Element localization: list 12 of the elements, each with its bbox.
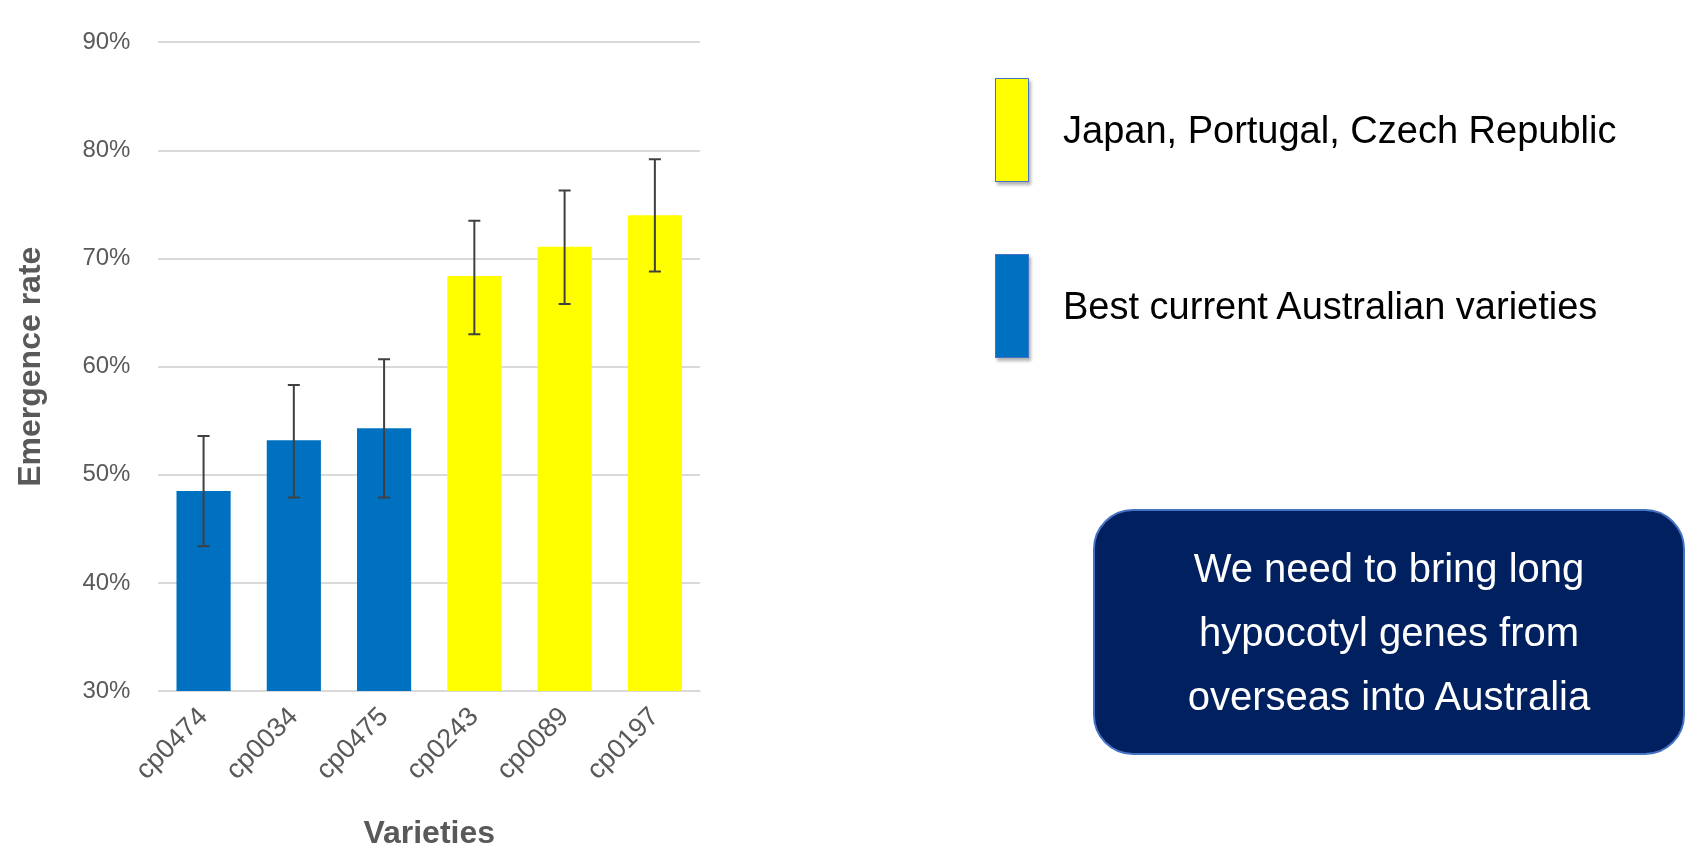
y-tick-label: 60% xyxy=(82,351,131,379)
x-axis-title: Varieties xyxy=(363,813,496,850)
text: Best current Australian varieties xyxy=(1063,284,1598,328)
y-tick-label: 80% xyxy=(82,135,131,163)
y-axis-title: Emergence rate xyxy=(11,246,48,487)
text: Japan, Portugal, Czech Republic xyxy=(1063,108,1617,152)
y-tick-label: 40% xyxy=(82,567,131,595)
y-tick-label: 50% xyxy=(82,459,131,487)
y-tick-label: 90% xyxy=(82,27,131,55)
y-tick-label: 30% xyxy=(82,675,131,703)
y-tick-label: 70% xyxy=(82,243,131,271)
text: We need to bring long hypocotyl genes from overseas into Australia xyxy=(1093,509,1685,755)
